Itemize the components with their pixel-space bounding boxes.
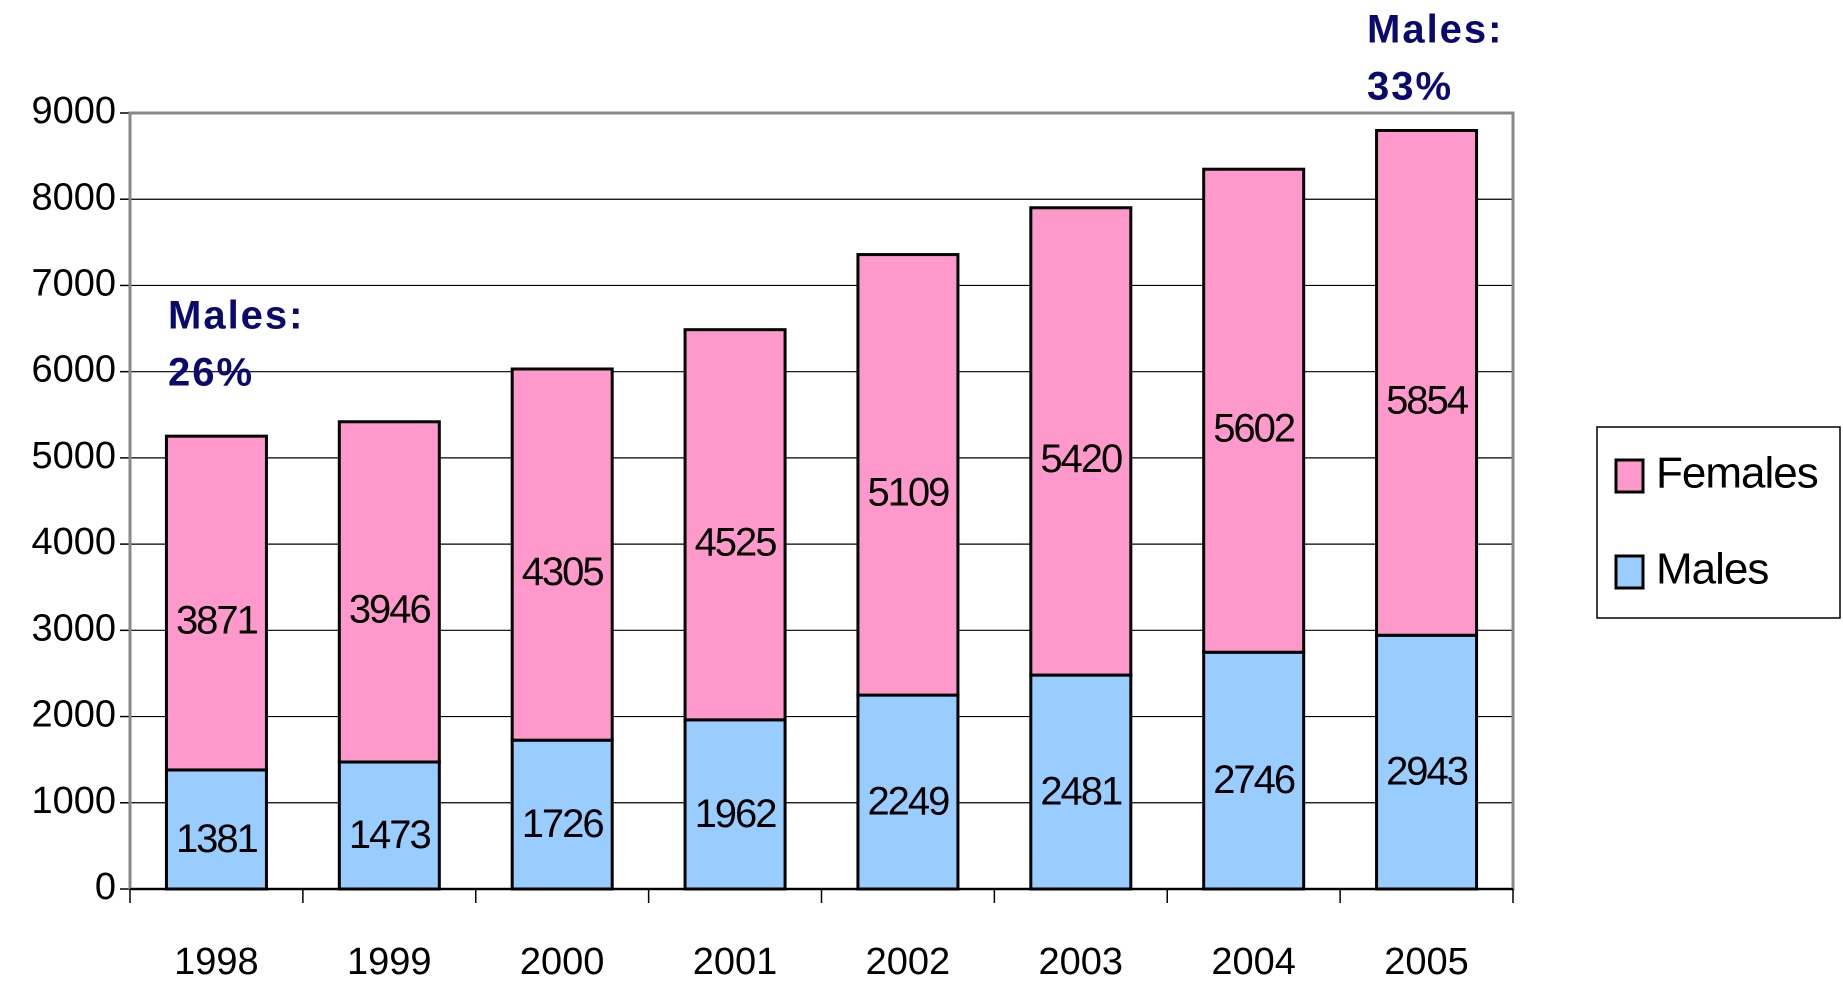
bar-segment	[856, 693, 960, 891]
x-tick-label: 1998	[174, 941, 259, 983]
data-label: 2746	[1213, 758, 1295, 802]
y-tick-label: 2000	[31, 694, 116, 736]
bar-segment	[337, 760, 441, 891]
y-tick-label: 0	[95, 866, 116, 908]
bar-segment	[510, 367, 614, 742]
data-label: 1726	[522, 802, 604, 846]
y-tick-label: 6000	[31, 349, 116, 391]
annotation: Males:	[168, 294, 305, 338]
legend-swatch	[1614, 458, 1645, 494]
x-tick-label: 2000	[520, 941, 605, 983]
bar-segment	[856, 253, 960, 697]
data-label: 1962	[695, 792, 777, 836]
data-label: 5109	[867, 470, 949, 514]
x-tick-label: 2003	[1039, 941, 1124, 983]
bar-segment	[1202, 650, 1306, 891]
data-label: 2481	[1040, 770, 1122, 814]
bar-segment	[164, 768, 268, 891]
bar-segment	[1029, 206, 1133, 677]
y-tick-label: 4000	[31, 521, 116, 563]
y-tick-label: 3000	[31, 607, 116, 649]
bar-segment	[510, 738, 614, 891]
data-label: 2943	[1386, 750, 1468, 794]
x-tick-label: 2005	[1384, 941, 1469, 983]
y-tick-label: 7000	[31, 262, 116, 304]
x-tick-label: 2002	[866, 941, 951, 983]
legend-label: Females	[1656, 449, 1818, 498]
data-label: 4525	[695, 520, 777, 564]
data-label: 5854	[1386, 378, 1469, 422]
legend-label: Males	[1656, 545, 1768, 594]
data-label: 5420	[1040, 437, 1122, 481]
bar-segment	[1375, 633, 1479, 891]
y-tick-label: 8000	[31, 176, 116, 218]
data-label: 4305	[522, 550, 604, 594]
x-tick-label: 2004	[1211, 941, 1296, 983]
plot-frame	[128, 111, 1515, 891]
annotation: 26%	[168, 351, 254, 395]
y-tick-label: 5000	[31, 435, 116, 477]
data-label: 3871	[176, 599, 258, 643]
x-tick-label: 1999	[347, 941, 432, 983]
bar-segment	[1029, 673, 1133, 891]
bar-segment	[1202, 167, 1306, 654]
data-label: 2249	[867, 780, 949, 824]
bar-segment	[683, 328, 787, 722]
bar-segment	[683, 718, 787, 891]
data-label: 3946	[349, 587, 431, 631]
data-label: 1381	[176, 817, 258, 861]
y-tick-label: 1000	[31, 780, 116, 822]
x-tick-label: 2001	[693, 941, 778, 983]
bar-segment	[1375, 129, 1479, 637]
annotation: Males:	[1367, 8, 1504, 52]
data-label: 1473	[349, 813, 431, 857]
bar-segment	[337, 420, 441, 764]
annotation: 33%	[1367, 65, 1453, 109]
data-label: 5602	[1213, 406, 1295, 450]
legend-swatch	[1614, 554, 1645, 590]
bar-segment	[164, 434, 268, 772]
y-tick-label: 9000	[31, 90, 116, 132]
